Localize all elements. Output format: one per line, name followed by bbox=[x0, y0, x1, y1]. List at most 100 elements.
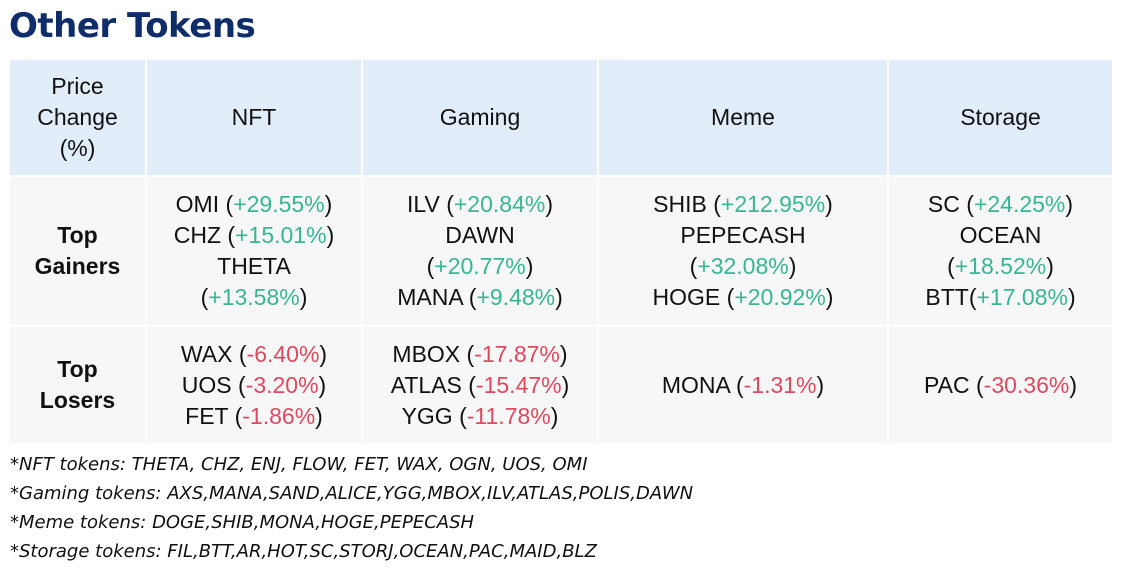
row-label-line: Losers bbox=[39, 387, 116, 413]
token-change: +20.84% bbox=[453, 191, 546, 217]
token-paren-close: ) bbox=[1069, 371, 1077, 398]
token-paren-open: ( bbox=[729, 371, 744, 398]
column-header-meme: Meme bbox=[598, 60, 889, 177]
token-change: +29.55% bbox=[233, 191, 325, 217]
row-label-header: Price Change (%) bbox=[10, 60, 147, 177]
token-entry: FET (-1.86%) bbox=[153, 401, 355, 432]
token-entry: PEPECASH bbox=[605, 220, 881, 251]
token-name: MBOX bbox=[392, 340, 461, 367]
token-paren-close: ) bbox=[561, 371, 570, 398]
token-change: -17.87% bbox=[474, 340, 560, 367]
token-name: ILV bbox=[406, 191, 440, 217]
token-name: DAWN bbox=[445, 222, 515, 248]
token-name: BTT bbox=[925, 284, 969, 310]
footnote-gaming: *Gaming tokens: AXS,MANA,SAND,ALICE,YGG,… bbox=[10, 483, 694, 504]
token-entry: ATLAS (-15.47%) bbox=[369, 370, 591, 401]
token-paren-open: ( bbox=[228, 402, 243, 429]
token-paren-close: ) bbox=[816, 371, 825, 398]
token-entry: CHZ (+15.01%) bbox=[153, 220, 355, 251]
token-change: +15.01% bbox=[235, 222, 327, 248]
token-change: -15.47% bbox=[475, 371, 562, 398]
token-entry: DAWN bbox=[369, 220, 591, 251]
top-gainers-label: Top Gainers bbox=[10, 176, 147, 327]
token-entry: PAC (-30.36%) bbox=[895, 370, 1106, 401]
meme-losers-cell: MONA (-1.31%) bbox=[598, 326, 889, 445]
token-entry: UOS (-3.20%) bbox=[153, 370, 355, 401]
token-paren-open: ( bbox=[232, 340, 247, 367]
token-paren-open: ( bbox=[426, 253, 435, 279]
token-change: +24.25% bbox=[973, 191, 1066, 217]
footnotes: *NFT tokens: THETA, CHZ, ENJ, FLOW, FET,… bbox=[10, 450, 1110, 566]
token-paren-open: ( bbox=[461, 371, 476, 398]
token-entry: HOGE (+20.92%) bbox=[605, 282, 881, 313]
token-name: HOGE bbox=[652, 284, 721, 310]
token-name: ATLAS bbox=[390, 371, 462, 398]
token-paren-close: ) bbox=[319, 340, 328, 367]
nft-gainers-cell: OMI (+29.55%) CHZ (+15.01%) THETA (+13.58%) bbox=[146, 176, 363, 327]
token-paren-close: ) bbox=[1067, 284, 1076, 310]
token-entry: ILV (+20.84%) bbox=[369, 189, 591, 220]
token-entry: MBOX (-17.87%) bbox=[369, 339, 591, 370]
token-paren-close: ) bbox=[825, 191, 833, 217]
token-change: +212.95% bbox=[720, 191, 826, 217]
footnote-meme: *Meme tokens: DOGE,SHIB,MONA,HOGE,PEPECA… bbox=[10, 512, 475, 533]
token-paren-open: ( bbox=[200, 284, 209, 310]
token-change: +18.52% bbox=[954, 253, 1047, 279]
price-change-table: Price Change (%) NFT Gaming Meme Storage… bbox=[10, 60, 1112, 445]
token-change: +13.58% bbox=[208, 284, 300, 310]
token-name: OCEAN bbox=[959, 222, 1042, 248]
token-name: UOS bbox=[181, 371, 232, 398]
token-name: YGG bbox=[401, 402, 453, 429]
token-name: WAX bbox=[180, 340, 233, 367]
column-header-storage: Storage bbox=[888, 60, 1112, 177]
storage-losers-cell: PAC (-30.36%) bbox=[888, 326, 1112, 445]
token-name: SC bbox=[927, 191, 960, 217]
token-paren-close: ) bbox=[788, 253, 797, 279]
token-name: PAC bbox=[924, 371, 970, 398]
row-label-header-line: Price bbox=[51, 73, 104, 99]
token-entry: (+20.77%) bbox=[369, 251, 591, 282]
token-entry: THETA bbox=[153, 251, 355, 282]
top-losers-row: Top Losers WAX (-6.40%) UOS (-3.20%) FET (… bbox=[10, 326, 1112, 445]
token-entry: BTT(+17.08%) bbox=[895, 282, 1106, 313]
token-change: +17.08% bbox=[976, 284, 1068, 310]
footnote-storage: *Storage tokens: FIL,BTT,AR,HOT,SC,STORJ… bbox=[10, 541, 597, 562]
token-paren-open: ( bbox=[689, 253, 698, 279]
token-paren-close: ) bbox=[550, 402, 559, 429]
row-label-line: Gainers bbox=[34, 253, 121, 279]
token-change: -30.36% bbox=[983, 371, 1070, 398]
nft-losers-cell: WAX (-6.40%) UOS (-3.20%) FET (-1.86%) bbox=[146, 326, 363, 445]
token-paren-close: ) bbox=[1046, 253, 1054, 279]
token-paren-close: ) bbox=[324, 191, 333, 217]
token-change: -1.86% bbox=[242, 402, 316, 429]
token-name: FET bbox=[185, 402, 229, 429]
token-change: +32.08% bbox=[697, 253, 789, 279]
token-paren-close: ) bbox=[825, 284, 834, 310]
token-paren-open: ( bbox=[959, 191, 974, 217]
token-change: +9.48% bbox=[476, 284, 556, 310]
column-header-nft: NFT bbox=[146, 60, 363, 177]
token-paren-open: ( bbox=[221, 222, 236, 248]
token-paren-open: ( bbox=[720, 284, 735, 310]
meme-gainers-cell: SHIB (+212.95%) PEPECASH (+32.08%) HOGE (+2… bbox=[598, 176, 889, 327]
token-paren-open: ( bbox=[219, 191, 234, 217]
column-header-gaming: Gaming bbox=[362, 60, 599, 177]
token-name: CHZ bbox=[173, 222, 222, 248]
token-entry: (+13.58%) bbox=[153, 282, 355, 313]
token-change: -6.40% bbox=[246, 340, 320, 367]
token-paren-open: ( bbox=[462, 284, 477, 310]
header-row: Price Change (%) NFT Gaming Meme Storage bbox=[10, 60, 1112, 177]
storage-gainers-cell: SC (+24.25%) OCEAN (+18.52%) BTT(+17.08%) bbox=[888, 176, 1112, 327]
token-entry: SC (+24.25%) bbox=[895, 189, 1106, 220]
token-paren-open: ( bbox=[452, 402, 467, 429]
token-name: MONA bbox=[661, 371, 730, 398]
token-change: -11.78% bbox=[466, 402, 551, 429]
token-change: +20.77% bbox=[434, 253, 526, 279]
token-paren-close: ) bbox=[315, 402, 323, 429]
token-paren-close: ) bbox=[525, 253, 534, 279]
token-name: PEPECASH bbox=[680, 222, 806, 248]
token-entry: (+32.08%) bbox=[605, 251, 881, 282]
token-entry: YGG (-11.78%) bbox=[369, 401, 591, 432]
token-entry: (+18.52%) bbox=[895, 251, 1106, 282]
token-entry: MONA (-1.31%) bbox=[605, 370, 881, 401]
